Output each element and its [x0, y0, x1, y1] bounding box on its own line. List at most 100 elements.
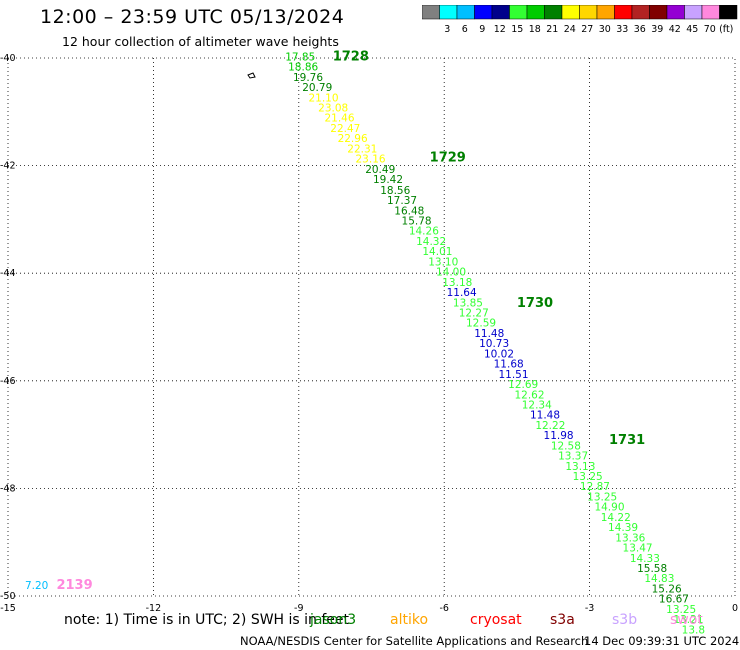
wave-height-value: 15.58: [637, 563, 667, 575]
wave-height-value: 17.37: [387, 195, 417, 207]
wave-height-value: 22.47: [330, 123, 360, 135]
x-tick-label: 0: [732, 603, 738, 614]
wave-height-value: 13.25: [666, 604, 696, 616]
wave-height-value: 12.69: [508, 379, 538, 391]
satellite-label-swot: swot: [670, 612, 703, 628]
wave-height-value: 14.01: [422, 246, 452, 258]
colorbar-label: 9: [479, 24, 485, 35]
wave-height-readings: 17.8518.8619.7620.7921.1023.0821.4622.47…: [25, 51, 705, 636]
colorbar-label: 3: [444, 24, 450, 35]
wave-height-value: 11.64: [447, 287, 477, 299]
footer-credit: NOAA/NESDIS Center for Satellite Applica…: [240, 634, 589, 648]
wave-height-value: 13.18: [442, 277, 472, 289]
colorbar-label: 27: [581, 24, 593, 35]
wave-height-value: 13.37: [558, 451, 588, 463]
color-scale-legend: 3 6 9 12 15 18 21 24 27 30 33 36 39 42 45 70 (ft): [422, 5, 738, 35]
wave-height-value: 19.76: [293, 72, 323, 84]
wave-height-value: 13.25: [573, 471, 603, 483]
wave-height-value: 14.90: [594, 502, 624, 514]
x-tick-label: -15: [0, 603, 16, 614]
wave-height-value: 15.78: [402, 215, 432, 227]
wave-height-value: 13.10: [428, 256, 458, 268]
wave-height-value: 22.31: [347, 143, 377, 155]
wave-height-value: 13.8: [682, 624, 705, 636]
track-time-label: 1729: [430, 151, 466, 166]
wave-height-value: 10.73: [479, 338, 509, 350]
axis-ticks: -15 -12 -9 -6 -3 0 -40 -42 -44 -46 -48 -50: [0, 53, 738, 614]
footer-timestamp: 14 Dec 09:39:31 UTC 2024: [584, 634, 740, 648]
footnote: note: 1) Time is in UTC; 2) SWH is in fe…: [64, 612, 350, 628]
wave-height-value: 21.10: [308, 92, 338, 104]
coastline-island: [247, 72, 256, 79]
wave-height-value: 14.00: [436, 267, 466, 279]
chart-title: 12:00 – 23:59 UTC 05/13/2024: [40, 6, 345, 28]
wave-height-value: 18.86: [288, 62, 318, 74]
wave-height-value: 14.22: [601, 512, 631, 524]
colorbar-label: 70: [704, 24, 716, 35]
colorbar-label: 45: [686, 24, 698, 35]
y-tick-label: -50: [0, 591, 16, 602]
wave-height-value: 14.33: [630, 553, 660, 565]
wave-height-value: 12.59: [466, 318, 496, 330]
wave-height-value: 7.20: [25, 580, 48, 592]
satellite-label-altiko: altiko: [390, 612, 429, 628]
satellite-label-jason3: jason3: [310, 612, 357, 628]
colorbar-label: 24: [564, 24, 576, 35]
wave-height-value: 21.46: [324, 113, 354, 125]
colorbar-label: 15: [511, 24, 523, 35]
colorbar-label: 39: [651, 24, 663, 35]
wave-height-value: 12.34: [522, 399, 552, 411]
x-tick-label: -3: [585, 603, 594, 614]
track-time-label: 2139: [56, 578, 92, 593]
y-tick-label: -42: [0, 161, 16, 172]
wave-height-value: 13.21: [673, 614, 703, 626]
y-tick-label: -40: [0, 53, 16, 64]
wave-height-value: 13.85: [453, 297, 483, 309]
colorbar-label: 6: [462, 24, 468, 35]
wave-height-value: 12.22: [535, 420, 565, 432]
colorbar-swatch: [719, 5, 738, 20]
y-tick-label: -48: [0, 483, 16, 494]
satellite-label-cryosat: cryosat: [470, 612, 522, 628]
wave-height-value: 12.62: [514, 389, 544, 401]
wave-height-value: 18.56: [380, 185, 410, 197]
colorbar-label: 42: [669, 24, 681, 35]
wave-height-value: 22.96: [338, 133, 368, 145]
wave-height-value: 11.51: [498, 369, 528, 381]
wave-height-value: 12.87: [580, 481, 610, 493]
wave-height-value: 20.49: [365, 164, 395, 176]
wave-height-value: 12.27: [459, 307, 489, 319]
island-shape: [247, 72, 256, 79]
satellite-label-s3a: s3a: [550, 612, 575, 628]
map-border: [7, 57, 736, 597]
wave-height-value: 11.48: [530, 410, 560, 422]
wave-height-value: 23.16: [356, 154, 386, 166]
x-tick-label: -9: [294, 603, 303, 614]
colorbar-label: 33: [616, 24, 628, 35]
colorbar-label: 18: [529, 24, 541, 35]
wave-height-value: 11.48: [474, 328, 504, 340]
wave-height-value: 13.13: [565, 461, 595, 473]
colorbar-unit: (ft): [719, 24, 733, 35]
colorbar-label: 12: [494, 24, 506, 35]
x-tick-label: -6: [439, 603, 448, 614]
wave-height-value: 19.42: [373, 174, 403, 186]
track-time-label: 1731: [609, 433, 645, 448]
track-time-labels: 1728 1729 1730 1731 2139: [56, 49, 645, 593]
wave-height-value: 10.02: [484, 348, 514, 360]
wave-height-value: 14.39: [608, 522, 638, 534]
wave-height-value: 23.08: [318, 102, 348, 114]
wave-height-value: 16.67: [659, 594, 689, 606]
wave-height-value: 14.26: [409, 226, 439, 238]
y-tick-label: -46: [0, 376, 16, 387]
map-grid: [8, 58, 735, 596]
chart-subtitle: 12 hour collection of altimeter wave hei…: [62, 34, 339, 49]
colorbar-label: 30: [599, 24, 611, 35]
y-tick-label: -44: [0, 268, 16, 279]
wave-height-value: 14.83: [644, 573, 674, 585]
wave-height-value: 12.58: [551, 440, 581, 452]
wave-height-value: 14.32: [416, 236, 446, 248]
wave-height-value: 13.47: [623, 543, 653, 555]
track-time-label: 1730: [517, 296, 553, 311]
